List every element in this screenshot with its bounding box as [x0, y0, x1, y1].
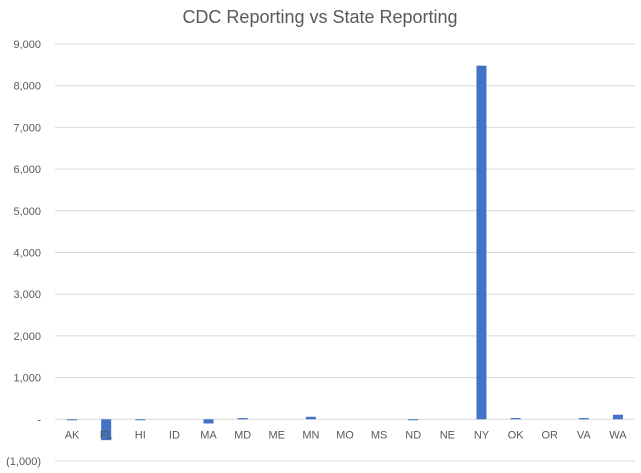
y-tick-label: 2,000 — [13, 331, 41, 343]
x-category-label: MA — [200, 429, 217, 441]
x-category-label: ID — [169, 429, 180, 441]
x-category-label: NE — [440, 429, 455, 441]
y-tick-label: 4,000 — [13, 248, 41, 260]
y-tick-label: 5,000 — [13, 206, 41, 218]
bar-ak — [67, 419, 78, 421]
bar-ma — [203, 419, 214, 424]
x-category-label: WA — [609, 429, 627, 441]
x-axis-category-labels: AK FL HI ID MA MD ME MN MO MS ND NE NY OK OR VA WA — [65, 429, 628, 441]
x-category-label: ME — [269, 429, 286, 441]
bar-wa — [612, 414, 623, 420]
bar-md — [237, 418, 248, 420]
x-category-label: VA — [577, 429, 592, 441]
x-category-label: AK — [65, 429, 80, 441]
x-category-label: FL — [100, 429, 113, 441]
x-category-label: ND — [405, 429, 421, 441]
bar-mn — [305, 416, 316, 420]
y-axis-tick-labels: (1,000) - 1,000 2,000 3,000 4,000 5,000 6,000 7,… — [6, 39, 41, 468]
bar-va — [578, 418, 589, 420]
bars — [67, 65, 623, 441]
y-tick-label: 8,000 — [13, 81, 41, 93]
y-tick-label: 3,000 — [13, 289, 41, 301]
y-tick-label: 9,000 — [13, 39, 41, 51]
y-tick-label: (1,000) — [6, 456, 41, 468]
x-category-label: MD — [234, 429, 251, 441]
y-tick-label: 1,000 — [13, 373, 41, 385]
bar-hi — [135, 419, 146, 421]
x-category-label: HI — [135, 429, 146, 441]
x-category-label: MO — [336, 429, 354, 441]
x-category-label: MS — [371, 429, 388, 441]
x-category-label: OR — [541, 429, 558, 441]
x-category-label: NY — [474, 429, 490, 441]
bar-ok — [510, 418, 521, 420]
y-tick-label: 6,000 — [13, 164, 41, 176]
chart-title: CDC Reporting vs State Reporting — [182, 7, 457, 27]
bar-fl — [101, 419, 112, 441]
y-tick-label: 7,000 — [13, 122, 41, 134]
bar-ny — [476, 65, 487, 420]
bar-nd — [408, 419, 419, 421]
y-tick-label: - — [37, 414, 41, 426]
x-category-label: OK — [508, 429, 525, 441]
x-category-label: MN — [302, 429, 319, 441]
gridlines — [55, 43, 635, 462]
